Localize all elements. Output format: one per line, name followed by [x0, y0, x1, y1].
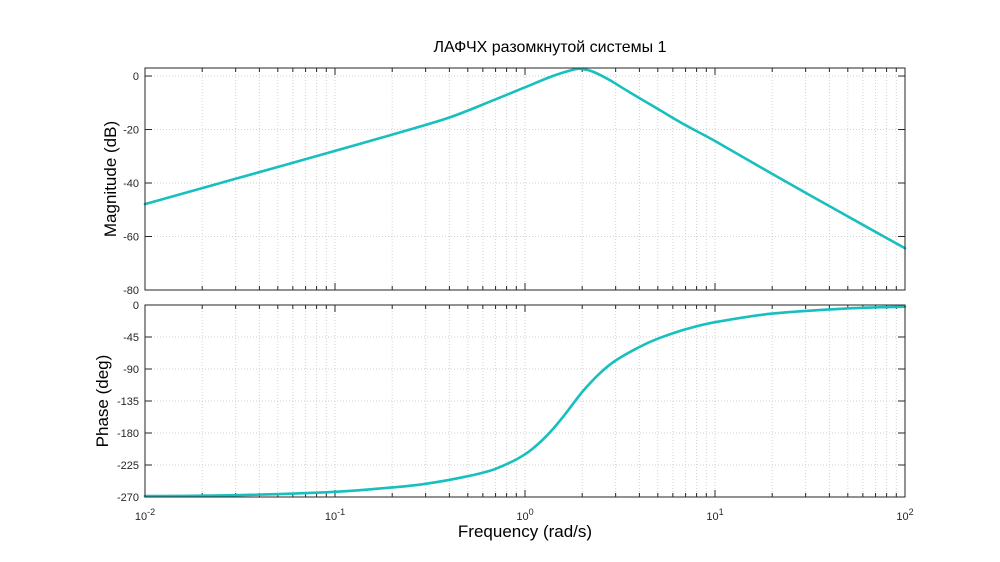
x-tick-labels: 10-2 10-1 100 101 102	[135, 507, 914, 523]
phase-y-ticks: 0 -45 -90 -135 -180 -225 -270	[117, 300, 905, 504]
x-tick-label: 101	[706, 507, 723, 523]
phase-y-tick-label: 0	[133, 300, 139, 312]
x-tick-label: 100	[516, 507, 533, 523]
phase-y-tick-label: -90	[123, 364, 139, 376]
magnitude-axes-box	[144, 67, 906, 291]
phase-y-tick-label: -270	[117, 492, 139, 504]
phase-y-tick-label: -45	[123, 332, 139, 344]
magnitude-y-tick-label: 0	[133, 71, 139, 83]
chart-title: ЛАФЧХ разомкнутой системы 1	[434, 39, 667, 56]
x-tick-label: 102	[896, 507, 913, 523]
phase-y-tick-label: -180	[117, 428, 139, 440]
magnitude-y-tick-label: -20	[123, 125, 139, 137]
magnitude-y-tick-label: -80	[123, 285, 139, 297]
x-axis-label: Frequency (rad/s)	[458, 522, 592, 541]
magnitude-panel: 0 -20 -40 -60 -80 Magnitude (dB)	[101, 67, 907, 297]
phase-panel: 0 -45 -90 -135 -180 -225 -270 Phase (deg)	[93, 300, 907, 504]
x-tick-label: 10-2	[135, 507, 155, 523]
phase-y-tick-label: -225	[117, 460, 139, 472]
magnitude-y-ticks: 0 -20 -40 -60 -80	[123, 71, 905, 297]
phase-ylabel: Phase (deg)	[93, 355, 112, 448]
magnitude-y-tick-label: -60	[123, 232, 139, 244]
phase-grid	[145, 305, 905, 497]
magnitude-y-tick-label: -40	[123, 178, 139, 190]
phase-plot	[143, 305, 907, 498]
phase-y-tick-label: -135	[117, 396, 139, 408]
x-tick-label: 10-1	[325, 507, 345, 523]
magnitude-series-line	[143, 67, 907, 250]
phase-series-line	[143, 305, 907, 498]
magnitude-ylabel: Magnitude (dB)	[101, 121, 120, 237]
magnitude-plot	[143, 67, 907, 250]
